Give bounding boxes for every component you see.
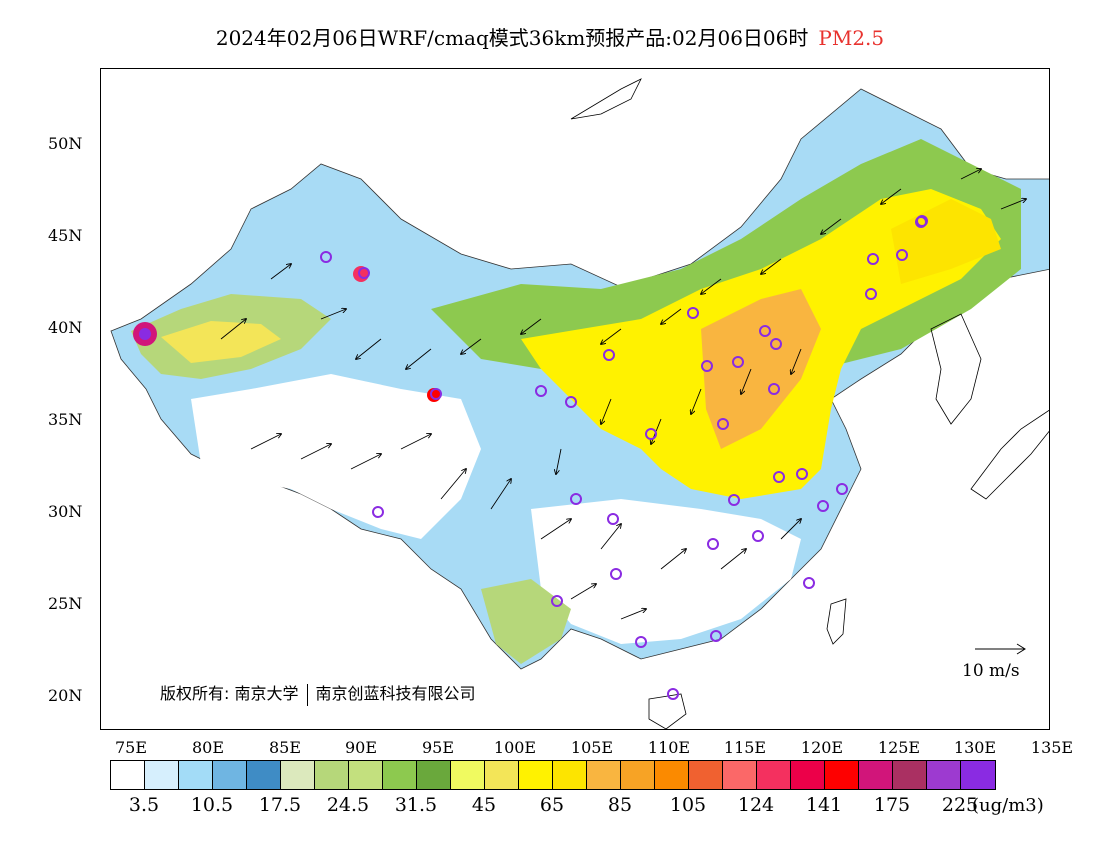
legend-label: 85 <box>607 794 633 816</box>
legend-swatch <box>621 761 655 789</box>
copyright-org1: 南京大学 <box>234 684 299 703</box>
legend-label: 24.5 <box>326 794 370 816</box>
legend-swatch <box>825 761 859 789</box>
lat-tick: 40N <box>48 318 83 337</box>
taiwan-coast <box>826 598 847 645</box>
legend-swatch <box>145 761 179 789</box>
legend-swatch <box>791 761 825 789</box>
map-title: 2024年02月06日WRF/cmaq模式36km预报产品:02月06日06时 P… <box>0 22 1100 51</box>
copyright: 版权所有: 南京大学 南京创蓝科技有限公司 <box>160 680 476 706</box>
legend-colorbar <box>110 760 996 790</box>
variable-label: PM2.5 <box>818 26 885 50</box>
lon-tick: 80E <box>191 738 225 757</box>
legend-label: 175 <box>873 794 911 816</box>
wind-scale-arrow-icon <box>975 643 1026 655</box>
legend-swatch <box>689 761 723 789</box>
lon-tick: 90E <box>344 738 378 757</box>
legend-swatch <box>655 761 689 789</box>
lat-tick: 30N <box>48 502 83 521</box>
legend-label: 45 <box>471 794 497 816</box>
legend-swatch <box>111 761 145 789</box>
lon-tick: 130E <box>953 738 997 757</box>
legend-label: 225 <box>941 794 979 816</box>
legend-swatch <box>485 761 519 789</box>
legend-swatch <box>587 761 621 789</box>
legend-label: 141 <box>805 794 843 816</box>
legend-swatch <box>893 761 927 789</box>
heavy-core <box>701 289 821 449</box>
lon-tick: 110E <box>647 738 691 757</box>
legend-swatch <box>723 761 757 789</box>
legend-swatch <box>927 761 961 789</box>
legend-label: 124 <box>737 794 775 816</box>
copyright-divider <box>306 683 308 706</box>
legend-label: 3.5 <box>128 794 160 816</box>
xinjiang-core <box>161 321 281 363</box>
south-region <box>531 499 801 644</box>
legend-label: 17.5 <box>258 794 302 816</box>
japan-coast <box>970 409 1049 500</box>
korea-coast <box>930 313 982 425</box>
city-markers <box>320 215 928 700</box>
legend-swatch <box>213 761 247 789</box>
legend-swatch <box>247 761 281 789</box>
lon-tick: 105E <box>570 738 614 757</box>
wind-scale-label: 10 m/s <box>962 661 1020 681</box>
wind-vectors <box>220 169 1026 620</box>
legend-swatch <box>179 761 213 789</box>
lon-tick: 120E <box>800 738 844 757</box>
lon-tick: 115E <box>723 738 767 757</box>
legend-swatch <box>859 761 893 789</box>
legend-swatch <box>961 761 995 789</box>
lon-tick: 100E <box>493 738 537 757</box>
legend-unit: (ug/m3) <box>972 795 1044 816</box>
legend-swatch <box>757 761 791 789</box>
lat-tick: 20N <box>48 686 83 705</box>
sakhalin-coast <box>570 78 642 120</box>
legend-swatch <box>519 761 553 789</box>
yunnan-green <box>481 579 571 664</box>
lon-tick: 125E <box>877 738 921 757</box>
legend-swatch <box>383 761 417 789</box>
legend-swatch <box>281 761 315 789</box>
legend-swatch <box>315 761 349 789</box>
tibet-region <box>191 374 481 539</box>
legend-swatch <box>451 761 485 789</box>
legend-label: 105 <box>669 794 707 816</box>
map-panel <box>100 68 1050 730</box>
lon-tick: 85E <box>268 738 302 757</box>
legend-swatch <box>417 761 451 789</box>
copyright-org2: 南京创蓝科技有限公司 <box>315 684 476 703</box>
lon-tick: 135E <box>1030 738 1074 757</box>
lat-tick: 35N <box>48 410 83 429</box>
legend-label: 31.5 <box>394 794 438 816</box>
copyright-prefix: 版权所有: <box>160 684 230 703</box>
lat-tick: 25N <box>48 594 83 613</box>
lat-tick: 50N <box>48 134 83 153</box>
hainan-coast <box>648 693 687 729</box>
ne-yellow <box>891 199 1001 284</box>
legend-label: 10.5 <box>190 794 234 816</box>
title-text: 2024年02月06日WRF/cmaq模式36km预报产品:02月06日06时 <box>215 26 809 50</box>
pm25-map <box>110 78 1049 729</box>
lon-tick: 95E <box>421 738 455 757</box>
legend-swatch <box>553 761 587 789</box>
lon-tick: 75E <box>114 738 148 757</box>
lat-tick: 45N <box>48 226 83 245</box>
legend-label: 65 <box>539 794 565 816</box>
legend-swatch <box>349 761 383 789</box>
